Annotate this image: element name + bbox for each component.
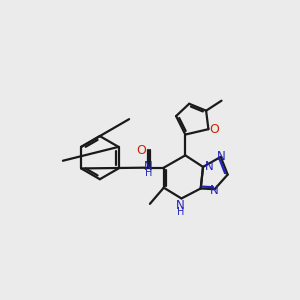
- Text: O: O: [136, 144, 146, 157]
- Text: N: N: [217, 150, 226, 163]
- Text: H: H: [145, 168, 152, 178]
- Text: O: O: [210, 123, 220, 136]
- Text: N: N: [210, 184, 219, 196]
- Text: N: N: [205, 160, 213, 172]
- Text: N: N: [144, 160, 153, 173]
- Text: N: N: [176, 199, 185, 212]
- Text: H: H: [177, 207, 184, 217]
